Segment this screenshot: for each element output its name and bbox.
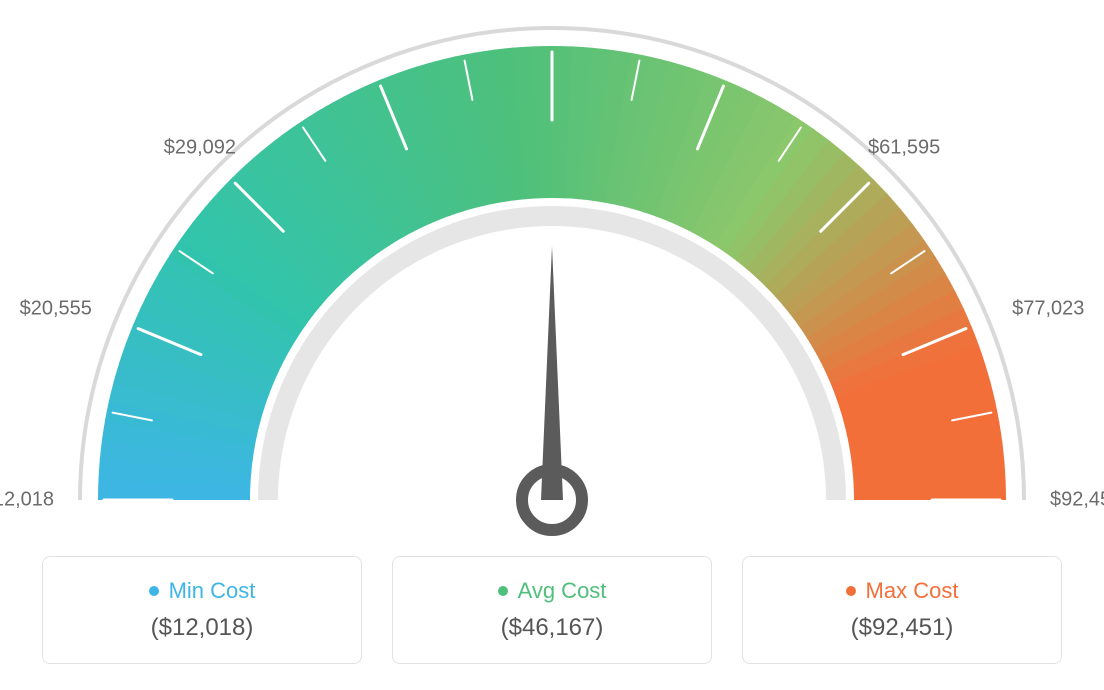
legend-value-min: ($12,018)	[151, 614, 254, 642]
legend-head-min: Min Cost	[149, 578, 256, 604]
legend-card-avg: Avg Cost ($46,167)	[392, 556, 712, 664]
scale-label: $20,555	[20, 298, 92, 321]
legend-card-max: Max Cost ($92,451)	[742, 556, 1062, 664]
legend-value-avg: ($46,167)	[501, 614, 604, 642]
scale-label: $46,167	[516, 0, 588, 2]
scale-label: $12,018	[0, 489, 54, 512]
gauge-svg	[0, 0, 1104, 540]
legend-dot-avg	[498, 586, 508, 596]
cost-gauge-chart: $12,018 $20,555 $29,092 $46,167 $61,595 $77,0…	[0, 0, 1104, 690]
legend-head-max: Max Cost	[846, 578, 959, 604]
legend-value-max: ($92,451)	[851, 614, 954, 642]
legend-card-min: Min Cost ($12,018)	[42, 556, 362, 664]
scale-label: $92,451	[1050, 489, 1104, 512]
legend-dot-min	[149, 586, 159, 596]
legend-row: Min Cost ($12,018) Avg Cost ($46,167) Ma…	[0, 556, 1104, 664]
scale-label: $77,023	[1012, 298, 1084, 321]
gauge-area: $12,018 $20,555 $29,092 $46,167 $61,595 $77,0…	[0, 0, 1104, 540]
scale-label: $29,092	[164, 136, 236, 159]
scale-label: $61,595	[868, 136, 940, 159]
legend-title-min: Min Cost	[169, 578, 256, 604]
legend-head-avg: Avg Cost	[498, 578, 607, 604]
legend-title-avg: Avg Cost	[518, 578, 607, 604]
legend-dot-max	[846, 586, 856, 596]
legend-title-max: Max Cost	[866, 578, 959, 604]
